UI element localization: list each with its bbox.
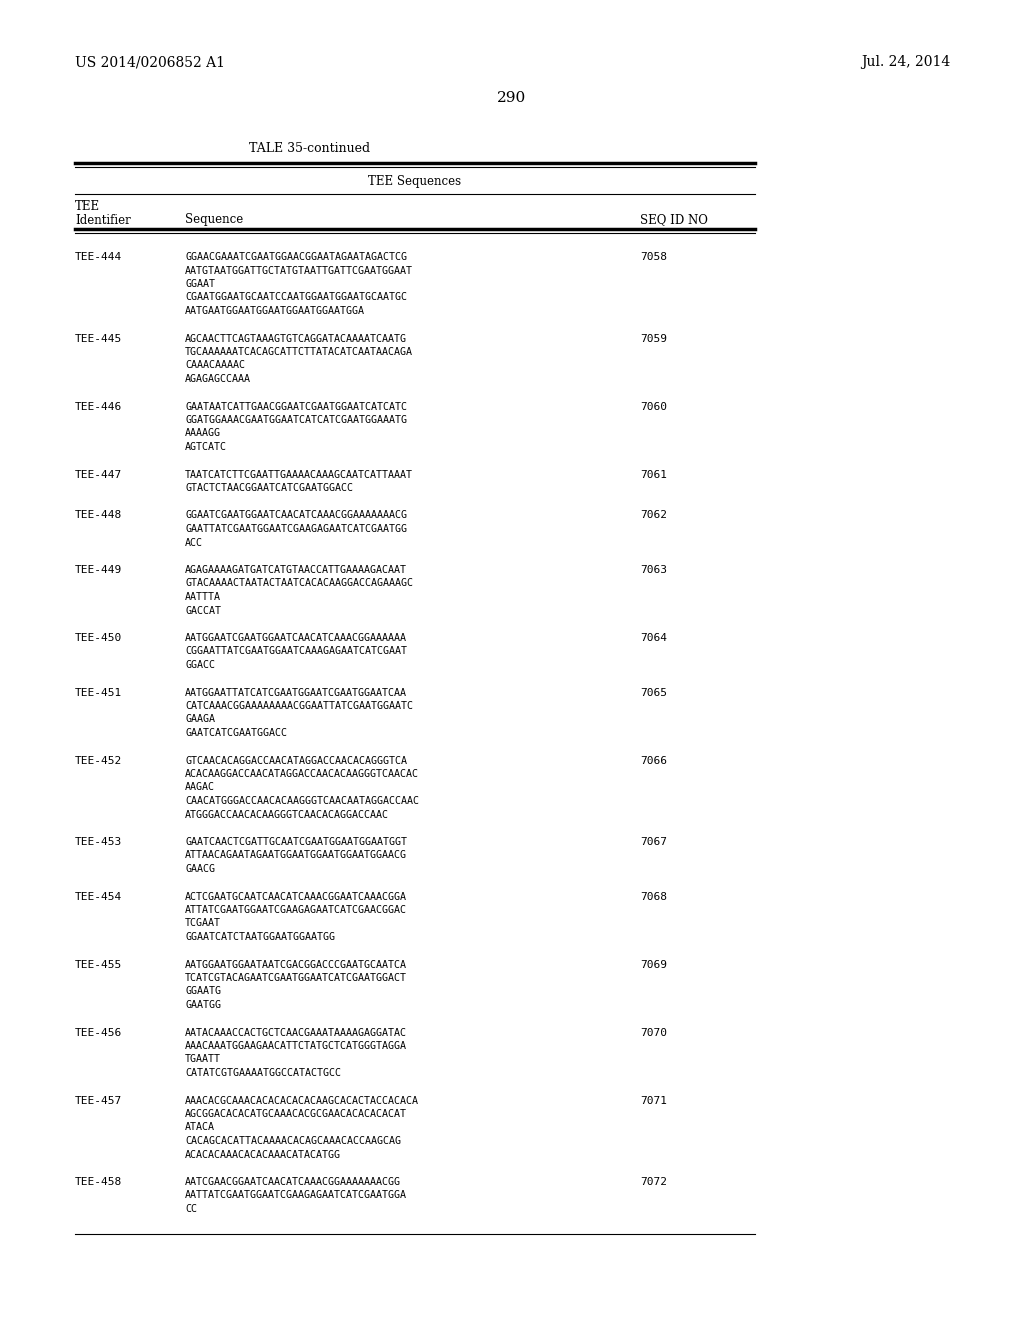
- Text: CATCAAACGGAAAAAAAACGGAATTATCGAATGGAATC: CATCAAACGGAAAAAAAACGGAATTATCGAATGGAATC: [185, 701, 413, 711]
- Text: AATTATCGAATGGAATCGAAGAGAATCATCGAATGGA: AATTATCGAATGGAATCGAAGAGAATCATCGAATGGA: [185, 1191, 407, 1200]
- Text: TEE-458: TEE-458: [75, 1177, 122, 1187]
- Text: GTACAAAACTAATACTAATCACACAAGGACCAGAAAGC: GTACAAAACTAATACTAATCACACAAGGACCAGAAAGC: [185, 578, 413, 589]
- Text: US 2014/0206852 A1: US 2014/0206852 A1: [75, 55, 225, 69]
- Text: ACACAAGGACCAACATAGGACCAACACAAGGGTCAACAC: ACACAAGGACCAACATAGGACCAACACAAGGGTCAACAC: [185, 770, 419, 779]
- Text: AGAGAGCCAAA: AGAGAGCCAAA: [185, 374, 251, 384]
- Text: AAGAC: AAGAC: [185, 783, 215, 792]
- Text: AAAAGG: AAAAGG: [185, 429, 221, 438]
- Text: 7072: 7072: [640, 1177, 667, 1187]
- Text: CC: CC: [185, 1204, 197, 1214]
- Text: 290: 290: [498, 91, 526, 106]
- Text: GAACG: GAACG: [185, 865, 215, 874]
- Text: AATGGAATTATCATCGAATGGAATCGAATGGAATCAA: AATGGAATTATCATCGAATGGAATCGAATGGAATCAA: [185, 688, 407, 697]
- Text: 7062: 7062: [640, 511, 667, 520]
- Text: TAATCATCTTCGAATTGAAAACAAAGCAATCATTAAAT: TAATCATCTTCGAATTGAAAACAAAGCAATCATTAAAT: [185, 470, 413, 479]
- Text: TEE-444: TEE-444: [75, 252, 122, 261]
- Text: GAATGG: GAATGG: [185, 1001, 221, 1010]
- Text: GGAACGAAATCGAATGGAACGGAATAGAATAGACTCG: GGAACGAAATCGAATGGAACGGAATAGAATAGACTCG: [185, 252, 407, 261]
- Text: 7058: 7058: [640, 252, 667, 261]
- Text: CATATCGTGAAAATGGCCATACTGCC: CATATCGTGAAAATGGCCATACTGCC: [185, 1068, 341, 1078]
- Text: GAATCAACTCGATTGCAATCGAATGGAATGGAATGGT: GAATCAACTCGATTGCAATCGAATGGAATGGAATGGT: [185, 837, 407, 847]
- Text: 7065: 7065: [640, 688, 667, 697]
- Text: GGACC: GGACC: [185, 660, 215, 671]
- Text: AATGGAATCGAATGGAATCAACATCAAACGGAAAAAA: AATGGAATCGAATGGAATCAACATCAAACGGAAAAAA: [185, 634, 407, 643]
- Text: ATTATCGAATGGAATCGAAGAGAATCATCGAACGGAC: ATTATCGAATGGAATCGAAGAGAATCATCGAACGGAC: [185, 906, 407, 915]
- Text: GAATTATCGAATGGAATCGAAGAGAATCATCGAATGG: GAATTATCGAATGGAATCGAAGAGAATCATCGAATGG: [185, 524, 407, 535]
- Text: GTACTCTAACGGAATCATCGAATGGACC: GTACTCTAACGGAATCATCGAATGGACC: [185, 483, 353, 492]
- Text: CGAATGGAATGCAATCCAATGGAATGGAATGCAATGC: CGAATGGAATGCAATCCAATGGAATGGAATGCAATGC: [185, 293, 407, 302]
- Text: 7061: 7061: [640, 470, 667, 479]
- Text: Sequence: Sequence: [185, 214, 244, 227]
- Text: TEE-451: TEE-451: [75, 688, 122, 697]
- Text: AAACACGCAAACACACACACACAAGCACACTACCACACA: AAACACGCAAACACACACACACAAGCACACTACCACACA: [185, 1096, 419, 1106]
- Text: TEE-445: TEE-445: [75, 334, 122, 343]
- Text: 7071: 7071: [640, 1096, 667, 1106]
- Text: CGGAATTATCGAATGGAATCAAAGAGAATCATCGAAT: CGGAATTATCGAATGGAATCAAAGAGAATCATCGAAT: [185, 647, 407, 656]
- Text: 7070: 7070: [640, 1027, 667, 1038]
- Text: GGAATCATCTAATGGAATGGAATGG: GGAATCATCTAATGGAATGGAATGG: [185, 932, 335, 942]
- Text: TEE Sequences: TEE Sequences: [369, 176, 462, 189]
- Text: TEE-457: TEE-457: [75, 1096, 122, 1106]
- Text: TCATCGTACAGAATCGAATGGAATCATCGAATGGACT: TCATCGTACAGAATCGAATGGAATCATCGAATGGACT: [185, 973, 407, 983]
- Text: AGAGAAAAGATGATCATGTAACCATTGAAAAGACAAT: AGAGAAAAGATGATCATGTAACCATTGAAAAGACAAT: [185, 565, 407, 576]
- Text: GTCAACACAGGACCAACATAGGACCAACACAGGGTCA: GTCAACACAGGACCAACATAGGACCAACACAGGGTCA: [185, 755, 407, 766]
- Text: AATCGAACGGAATCAACATCAAACGGAAAAAAACGG: AATCGAACGGAATCAACATCAAACGGAAAAAAACGG: [185, 1177, 401, 1187]
- Text: TEE-454: TEE-454: [75, 891, 122, 902]
- Text: AATGGAATGGAATAATCGACGGACCCGAATGCAATCA: AATGGAATGGAATAATCGACGGACCCGAATGCAATCA: [185, 960, 407, 969]
- Text: TEE-447: TEE-447: [75, 470, 122, 479]
- Text: TGAATT: TGAATT: [185, 1055, 221, 1064]
- Text: 7064: 7064: [640, 634, 667, 643]
- Text: TALE 35-continued: TALE 35-continued: [250, 141, 371, 154]
- Text: 7067: 7067: [640, 837, 667, 847]
- Text: AAACAAATGGAAGAACATTCTATGCTCATGGGTAGGA: AAACAAATGGAAGAACATTCTATGCTCATGGGTAGGA: [185, 1041, 407, 1051]
- Text: AGTCATC: AGTCATC: [185, 442, 227, 451]
- Text: TCGAAT: TCGAAT: [185, 919, 221, 928]
- Text: TEE-448: TEE-448: [75, 511, 122, 520]
- Text: TEE-455: TEE-455: [75, 960, 122, 969]
- Text: SEQ ID NO: SEQ ID NO: [640, 214, 708, 227]
- Text: GGAAT: GGAAT: [185, 279, 215, 289]
- Text: 7066: 7066: [640, 755, 667, 766]
- Text: AGCGGACACACATGCAAACACGCGAACACACACACAT: AGCGGACACACATGCAAACACGCGAACACACACACAT: [185, 1109, 407, 1119]
- Text: ATGGGACCAACACAAGGGTCAACACAGGACCAAC: ATGGGACCAACACAAGGGTCAACACAGGACCAAC: [185, 809, 389, 820]
- Text: AGCAACTTCAGTAAAGTGTCAGGATACAAAATCAATG: AGCAACTTCAGTAAAGTGTCAGGATACAAAATCAATG: [185, 334, 407, 343]
- Text: ACTCGAATGCAATCAACATCAAACGGAATCAAACGGA: ACTCGAATGCAATCAACATCAAACGGAATCAAACGGA: [185, 891, 407, 902]
- Text: CACAGCACATTACAAAACACAGCAAACACCAAGCAG: CACAGCACATTACAAAACACAGCAAACACCAAGCAG: [185, 1137, 401, 1146]
- Text: ACC: ACC: [185, 537, 203, 548]
- Text: GGATGGAAACGAATGGAATCATCATCGAATGGAAATG: GGATGGAAACGAATGGAATCATCATCGAATGGAAATG: [185, 414, 407, 425]
- Text: 7069: 7069: [640, 960, 667, 969]
- Text: ATACA: ATACA: [185, 1122, 215, 1133]
- Text: Identifier: Identifier: [75, 214, 131, 227]
- Text: TEE-450: TEE-450: [75, 634, 122, 643]
- Text: GAATCATCGAATGGACC: GAATCATCGAATGGACC: [185, 729, 287, 738]
- Text: AATGTAATGGATTGCTATGTAATTGATTCGAATGGAAT: AATGTAATGGATTGCTATGTAATTGATTCGAATGGAAT: [185, 265, 413, 276]
- Text: GGAATG: GGAATG: [185, 986, 221, 997]
- Text: AATACAAACCACTGCTCAACGAAATAAAAGAGGATAC: AATACAAACCACTGCTCAACGAAATAAAAGAGGATAC: [185, 1027, 407, 1038]
- Text: ATTAACAGAATAGAATGGAATGGAATGGAATGGAACG: ATTAACAGAATAGAATGGAATGGAATGGAATGGAACG: [185, 850, 407, 861]
- Text: 7059: 7059: [640, 334, 667, 343]
- Text: 7060: 7060: [640, 401, 667, 412]
- Text: GGAATCGAATGGAATCAACATCAAACGGAAAAAAACG: GGAATCGAATGGAATCAACATCAAACGGAAAAAAACG: [185, 511, 407, 520]
- Text: GAAGA: GAAGA: [185, 714, 215, 725]
- Text: 7063: 7063: [640, 565, 667, 576]
- Text: TEE: TEE: [75, 201, 100, 214]
- Text: CAAACAAAAC: CAAACAAAAC: [185, 360, 245, 371]
- Text: CAACATGGGACCAACACAAGGGTCAACAATAGGACCAAC: CAACATGGGACCAACACAAGGGTCAACAATAGGACCAAC: [185, 796, 419, 807]
- Text: GAATAATCATTGAACGGAATCGAATGGAATCATCATC: GAATAATCATTGAACGGAATCGAATGGAATCATCATC: [185, 401, 407, 412]
- Text: AATTTA: AATTTA: [185, 591, 221, 602]
- Text: ACACACAAACACACAAACATACATGG: ACACACAAACACACAAACATACATGG: [185, 1150, 341, 1159]
- Text: AATGAATGGAATGGAATGGAATGGAATGGA: AATGAATGGAATGGAATGGAATGGAATGGA: [185, 306, 365, 315]
- Text: TEE-449: TEE-449: [75, 565, 122, 576]
- Text: TEE-452: TEE-452: [75, 755, 122, 766]
- Text: TGCAAAAAATCACAGCATTCTTATACATCAATAACAGA: TGCAAAAAATCACAGCATTCTTATACATCAATAACAGA: [185, 347, 413, 356]
- Text: TEE-446: TEE-446: [75, 401, 122, 412]
- Text: TEE-453: TEE-453: [75, 837, 122, 847]
- Text: TEE-456: TEE-456: [75, 1027, 122, 1038]
- Text: GACCAT: GACCAT: [185, 606, 221, 615]
- Text: Jul. 24, 2014: Jul. 24, 2014: [861, 55, 950, 69]
- Text: 7068: 7068: [640, 891, 667, 902]
